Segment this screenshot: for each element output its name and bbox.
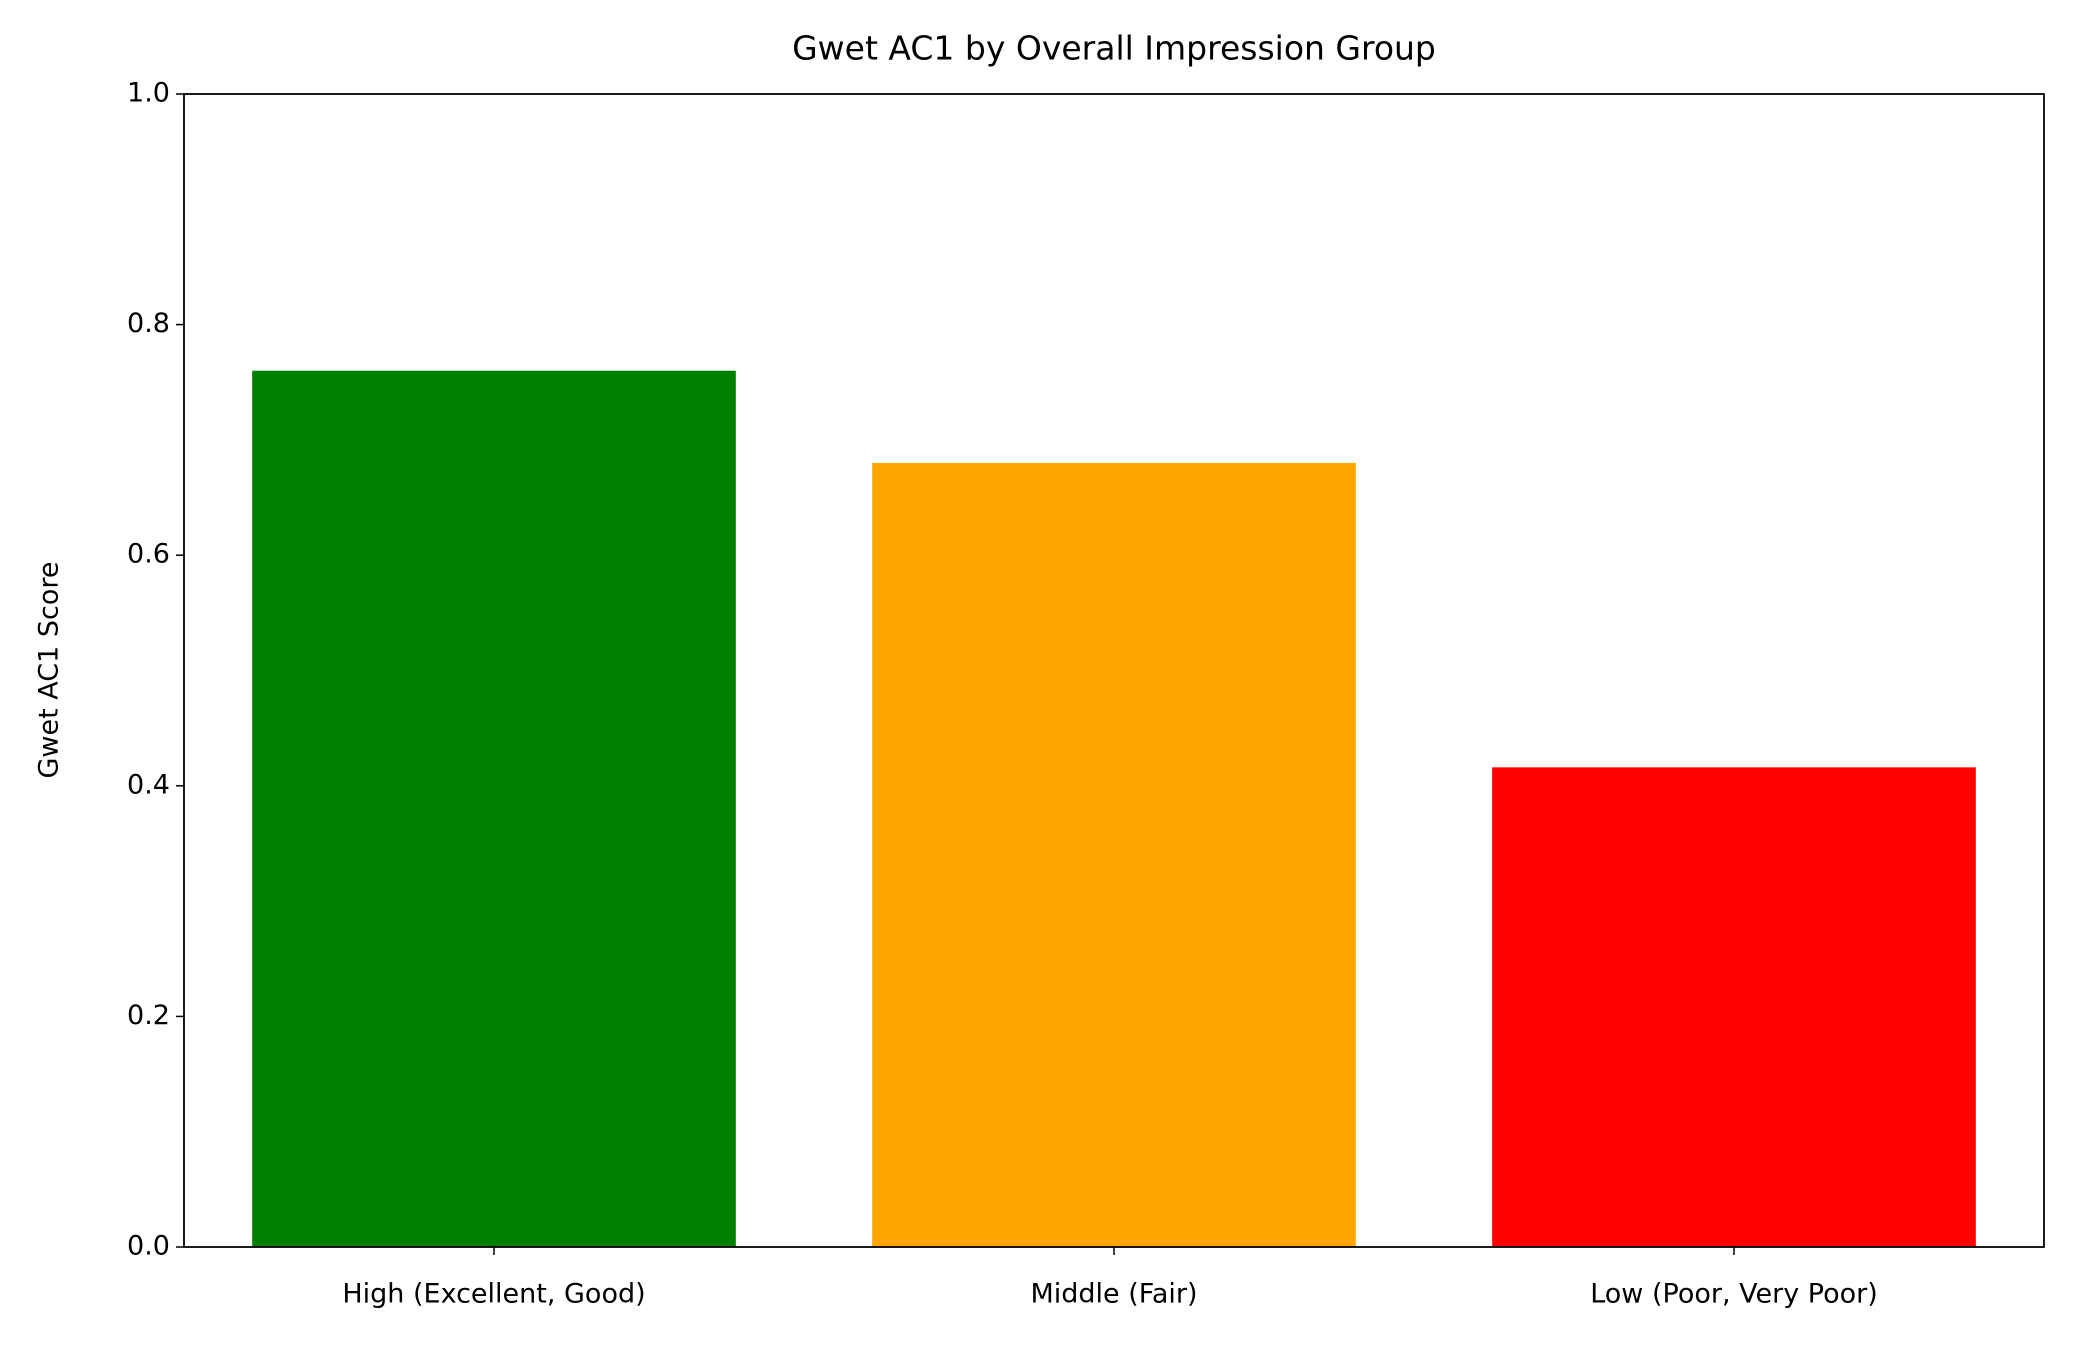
y-axis-label: Gwet AC1 Score <box>34 561 65 778</box>
y-tick-label: 1.0 <box>127 78 170 109</box>
y-tick-label: 0.2 <box>127 1000 170 1031</box>
y-tick-label: 0.8 <box>127 308 170 339</box>
y-tick-label: 0.4 <box>127 769 170 800</box>
x-tick-label: High (Excellent, Good) <box>342 1279 645 1310</box>
y-tick-label: 0.0 <box>127 1231 170 1262</box>
bar <box>252 370 736 1248</box>
y-tick-label: 0.6 <box>127 539 170 570</box>
chart-title: Gwet AC1 by Overall Impression Group <box>792 29 1436 68</box>
bar <box>1492 767 1976 1247</box>
plot-frame <box>183 93 2045 1248</box>
bar <box>872 462 1356 1248</box>
x-tick-label: Low (Poor, Very Poor) <box>1590 1279 1878 1310</box>
x-tick-label: Middle (Fair) <box>1030 1279 1197 1310</box>
